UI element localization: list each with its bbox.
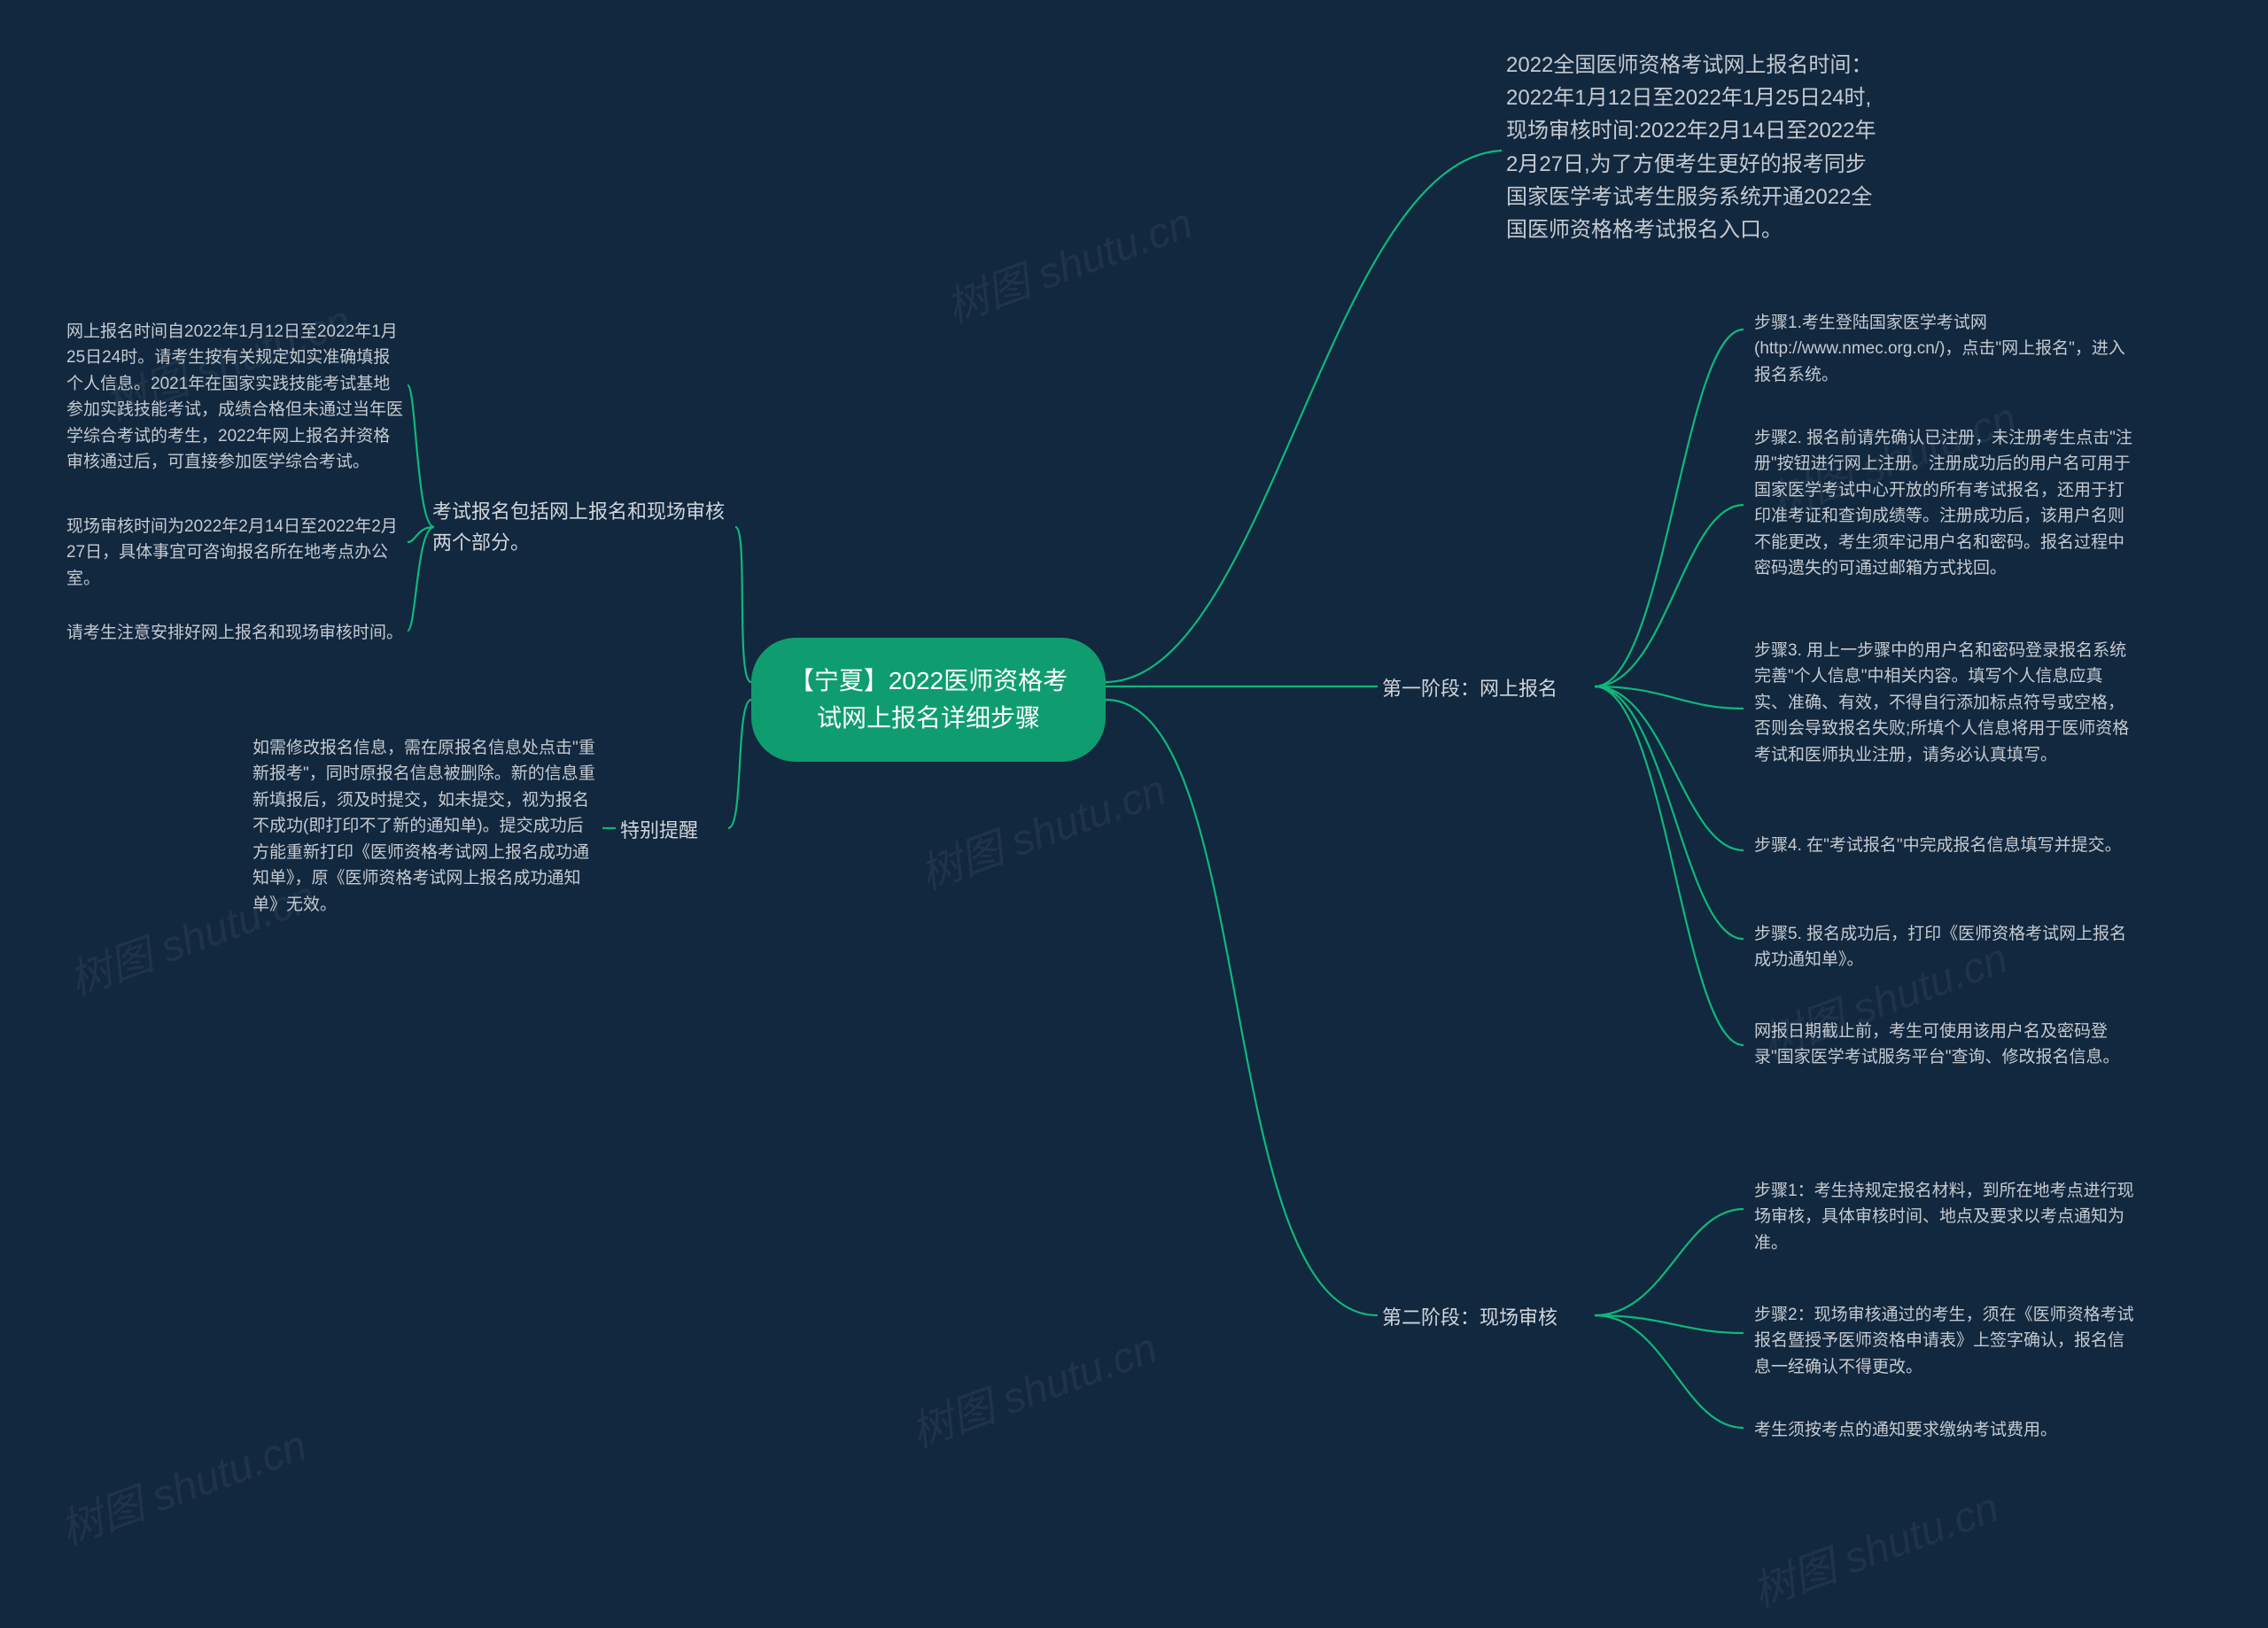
leaf-phase1-step4[interactable]: 步骤4. 在"考试报名"中完成报名信息填写并提交。 — [1754, 833, 2135, 858]
center-title-line1: 【宁夏】2022医师资格考 — [789, 667, 1068, 694]
leaf-intro[interactable]: 2022全国医师资格考试网上报名时间：2022年1月12日至2022年1月25日… — [1506, 49, 1878, 246]
branch-phase1[interactable]: 第一阶段：网上报名 — [1382, 673, 1595, 704]
leaf-twoparts-online[interactable]: 网上报名时间自2022年1月12日至2022年1月25日24时。请考生按有关规定… — [66, 319, 403, 476]
leaf-phase1-step5[interactable]: 步骤5. 报名成功后，打印《医师资格考试网上报名成功通知单》。 — [1754, 921, 2135, 973]
branch-phase2[interactable]: 第二阶段：现场审核 — [1382, 1302, 1595, 1333]
watermark: 树图 shutu.cn — [1743, 1472, 2006, 1618]
leaf-phase1-step1[interactable]: 步骤1.考生登陆国家医学考试网(http://www.nmec.org.cn/)… — [1754, 310, 2135, 388]
leaf-phase1-step3[interactable]: 步骤3. 用上一步骤中的用户名和密码登录报名系统完善"个人信息"中相关内容。填写… — [1754, 638, 2135, 768]
leaf-twoparts-note[interactable]: 请考生注意安排好网上报名和现场审核时间。 — [66, 620, 403, 646]
watermark: 树图 shutu.cn — [50, 1410, 314, 1556]
watermark: 树图 shutu.cn — [901, 1313, 1164, 1459]
leaf-twoparts-onsite[interactable]: 现场审核时间为2022年2月14日至2022年2月27日，具体事宜可咨询报名所在… — [66, 514, 403, 592]
leaf-phase1-note[interactable]: 网报日期截止前，考生可使用该用户名及密码登录"国家医学考试服务平台"查询、修改报… — [1754, 1019, 2135, 1071]
leaf-reminder-text[interactable]: 如需修改报名信息，需在原报名信息处点击"重新报考"，同时原报名信息被删除。新的信… — [252, 735, 598, 918]
leaf-phase2-step2[interactable]: 步骤2：现场审核通过的考生，须在《医师资格考试报名暨授予医师资格申请表》上签字确… — [1754, 1302, 2135, 1380]
leaf-phase2-fee[interactable]: 考生须按考点的通知要求缴纳考试费用。 — [1754, 1417, 2135, 1443]
center-topic[interactable]: 【宁夏】2022医师资格考 试网上报名详细步骤 — [751, 638, 1106, 762]
branch-two-parts[interactable]: 考试报名包括网上报名和现场审核两个部分。 — [432, 496, 734, 558]
branch-reminder[interactable]: 特别提醒 — [620, 815, 726, 846]
watermark: 树图 shutu.cn — [936, 188, 1200, 334]
watermark: 树图 shutu.cn — [910, 755, 1173, 901]
center-title-line2: 试网上报名详细步骤 — [817, 704, 1040, 732]
leaf-phase2-step1[interactable]: 步骤1：考生持规定报名材料，到所在地考点进行现场审核，具体审核时间、地点及要求以… — [1754, 1178, 2135, 1256]
leaf-phase1-step2[interactable]: 步骤2. 报名前请先确认已注册，未注册考生点击"注册"按钮进行网上注册。注册成功… — [1754, 425, 2135, 582]
